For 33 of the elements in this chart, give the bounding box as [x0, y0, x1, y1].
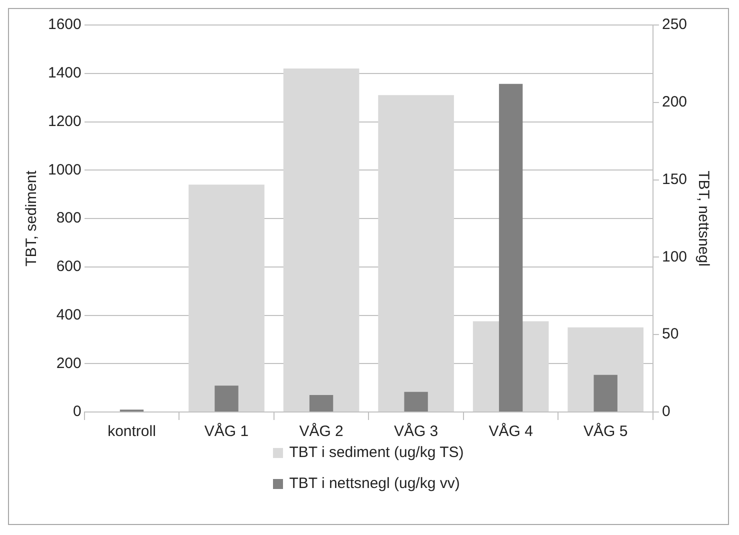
y2-tick-label: 150: [662, 170, 688, 188]
bar: [214, 386, 238, 412]
bar: [594, 374, 618, 412]
y-tick-label: 1600: [48, 16, 82, 34]
legend-label: TBT i nettsnegl (ug/kg vv): [289, 475, 460, 492]
x-tick-label: kontroll: [108, 423, 156, 440]
x-tick-label: VÅG 4: [488, 422, 533, 440]
bar: [498, 84, 523, 412]
bar: [283, 68, 360, 412]
bar: [188, 184, 264, 412]
y2-tick-label: 100: [662, 248, 688, 266]
y-axis-title: TBT, sediment: [23, 170, 40, 266]
legend-label: TBT i sediment (ug/kg TS): [289, 444, 464, 461]
y2-tick-label: 0: [662, 403, 670, 420]
bar: [404, 392, 428, 412]
bar: [309, 394, 334, 412]
bar: [378, 95, 454, 412]
y-tick-label: 400: [56, 306, 82, 324]
x-tick-label: VÅG 2: [299, 422, 344, 440]
x-tick-label: VÅG 3: [394, 422, 438, 440]
y-tick-label: 1400: [48, 64, 82, 82]
y2-tick-label: 250: [662, 16, 688, 34]
y-tick-label: 0: [73, 403, 82, 420]
x-tick-label: VÅG 5: [583, 422, 628, 440]
y2-tick-label: 200: [662, 94, 688, 111]
y-tick-label: 200: [56, 354, 82, 372]
y-tick-label: 800: [56, 210, 82, 227]
y-tick-label: 1000: [48, 161, 82, 178]
y2-tick-label: 50: [662, 326, 679, 343]
x-tick-label: VÅG 1: [204, 422, 249, 440]
y-tick-label: 1200: [48, 112, 82, 130]
y2-axis-title: TBT, nettsnegl: [694, 170, 712, 266]
y-tick-label: 600: [56, 258, 82, 276]
